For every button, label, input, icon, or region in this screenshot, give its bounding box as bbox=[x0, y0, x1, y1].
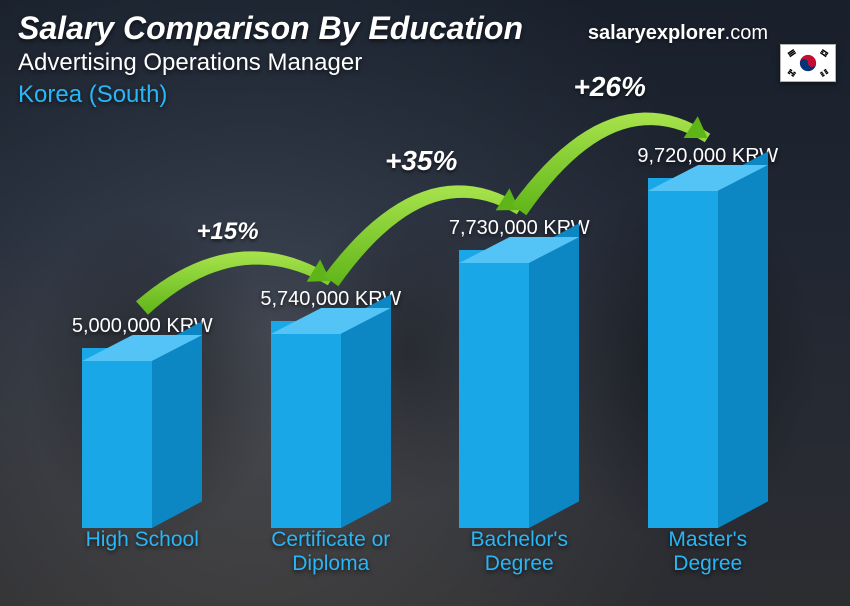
bar-face-top bbox=[271, 308, 391, 334]
bar bbox=[648, 178, 768, 528]
bar-face-side bbox=[718, 151, 768, 528]
bar bbox=[459, 250, 579, 528]
x-labels-container: High School Certificate orDiploma Bachelor… bbox=[40, 528, 810, 588]
bar-face-front bbox=[271, 321, 341, 528]
bar-face-front bbox=[648, 178, 718, 528]
chart-title: Salary Comparison By Education bbox=[18, 10, 523, 47]
bar-wrap: 5,740,000 KRW bbox=[256, 288, 406, 528]
bar-face-front bbox=[82, 348, 152, 528]
bar-wrap: 5,000,000 KRW bbox=[67, 315, 217, 528]
chart-subtitle: Advertising Operations Manager bbox=[18, 49, 523, 77]
increase-label: +15% bbox=[197, 218, 259, 246]
bar-face-side bbox=[529, 223, 579, 528]
increase-label: +26% bbox=[574, 71, 646, 103]
x-label: Certificate orDiploma bbox=[246, 528, 416, 588]
bar-face-top bbox=[648, 165, 768, 191]
chart-country: Korea (South) bbox=[18, 81, 523, 109]
x-label: Master'sDegree bbox=[623, 528, 793, 588]
bar-face-top bbox=[459, 237, 579, 263]
bar-chart: 5,000,000 KRW 5,740,000 KRW 7,730,000 KRW 9… bbox=[40, 118, 810, 588]
bar bbox=[82, 348, 202, 528]
bar-face-top bbox=[82, 335, 202, 361]
brand-name: salaryexplorer bbox=[588, 22, 725, 44]
infographic-stage: Salary Comparison By Education Advertisi… bbox=[0, 0, 850, 606]
x-label: High School bbox=[57, 528, 227, 588]
brand-domain: .com bbox=[725, 22, 768, 44]
bar bbox=[271, 321, 391, 528]
bar-face-front bbox=[459, 250, 529, 528]
south-korea-flag-icon bbox=[780, 44, 836, 82]
increase-label: +35% bbox=[385, 145, 457, 177]
x-label: Bachelor'sDegree bbox=[434, 528, 604, 588]
brand-watermark: salaryexplorer.com bbox=[588, 22, 768, 45]
bar-wrap: 7,730,000 KRW bbox=[444, 217, 594, 528]
title-block: Salary Comparison By Education Advertisi… bbox=[18, 10, 523, 109]
bar-wrap: 9,720,000 KRW bbox=[633, 145, 783, 528]
bars-container: 5,000,000 KRW 5,740,000 KRW 7,730,000 KRW 9… bbox=[40, 118, 810, 528]
